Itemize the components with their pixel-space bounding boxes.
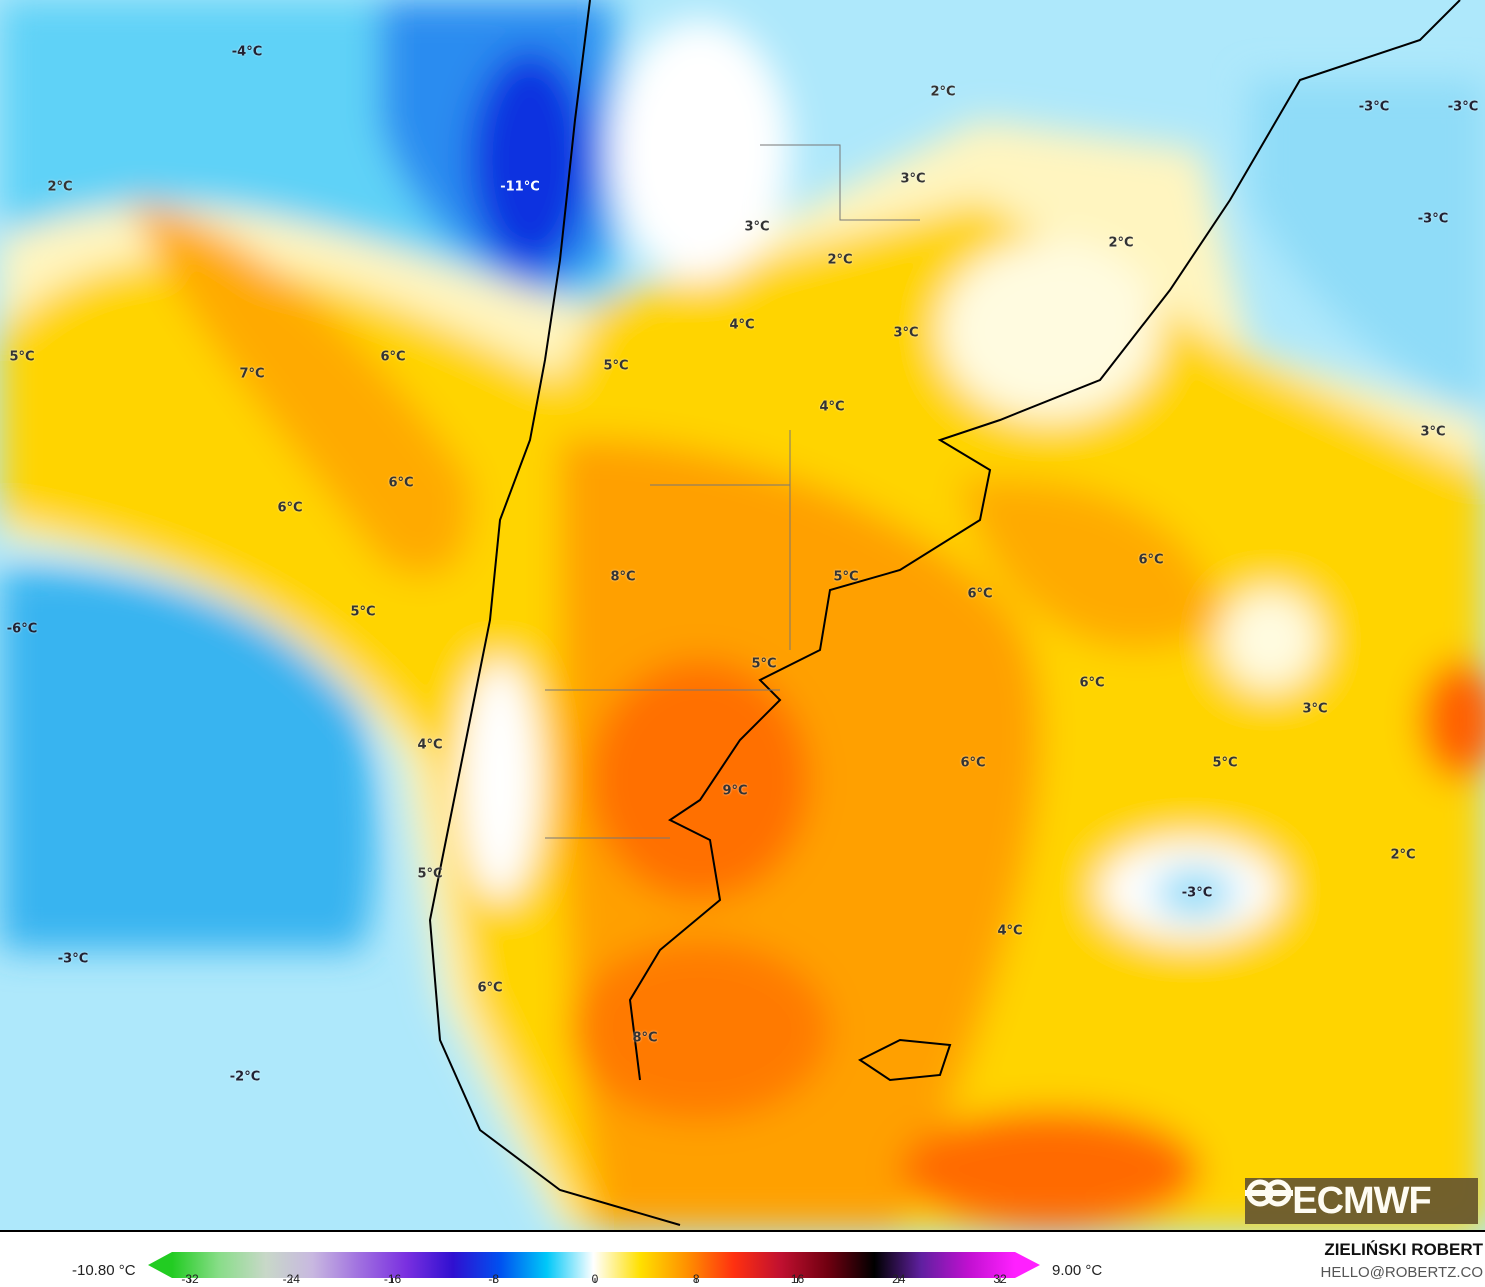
temperature-label: -3°C	[1181, 885, 1213, 901]
colorbar-gradient	[172, 1252, 1015, 1278]
temperature-label: 5°C	[751, 656, 777, 672]
temperature-label: -3°C	[1447, 99, 1479, 115]
colorbar-tick-label: 0	[591, 1272, 599, 1286]
temperature-label: 2°C	[827, 252, 853, 268]
temperature-label: 5°C	[833, 569, 859, 585]
temperature-map: -4°C 2°C -3°C -3°C 2°C -11°C 3°C -3°C 3°…	[0, 0, 1485, 1232]
temperature-label: 3°C	[893, 325, 919, 341]
colorbar-max-arrow	[1015, 1252, 1040, 1278]
author-email: HELLO@ROBERTZ.CO	[1320, 1264, 1483, 1281]
temperature-label: 3°C	[744, 219, 770, 235]
temperature-label: 6°C	[1138, 552, 1164, 568]
temperature-label: 2°C	[1390, 847, 1416, 863]
logo-text: ECMWF	[1292, 1179, 1432, 1222]
ecmwf-logo: ECMWF	[1245, 1178, 1478, 1224]
temperature-label: 4°C	[997, 923, 1023, 939]
temperature-label: 2°C	[930, 84, 956, 100]
colorbar-tick-label: 8	[692, 1272, 700, 1286]
temperature-label: 2°C	[47, 179, 73, 195]
temperature-label: -6°C	[6, 621, 38, 637]
temperature-label: 6°C	[1079, 675, 1105, 691]
temperature-label: -3°C	[1417, 211, 1449, 227]
temperature-label: 8°C	[632, 1030, 658, 1046]
temperature-label: 6°C	[277, 500, 303, 516]
colorbar-tick-label: 24	[892, 1272, 906, 1286]
temperature-label: 6°C	[477, 980, 503, 996]
colorbar-min-label: -10.80 °C	[72, 1262, 136, 1279]
colorbar-tick-label: -8	[488, 1272, 500, 1286]
temperature-label: 3°C	[900, 171, 926, 187]
temperature-label: 4°C	[819, 399, 845, 415]
temperature-label: 4°C	[417, 737, 443, 753]
colorbar-tick-label: 16	[790, 1272, 805, 1286]
temperature-label: -11°C	[500, 179, 540, 195]
temperature-label: 5°C	[417, 866, 443, 882]
temperature-label: 6°C	[388, 475, 414, 491]
author-credit: ZIELIŃSKI ROBERT	[1324, 1240, 1483, 1259]
colorbar-tick-label: 32	[993, 1272, 1007, 1286]
temperature-label: -3°C	[57, 951, 89, 967]
ecmwf-emblem-icon	[1245, 1179, 1293, 1207]
colorbar-min-arrow	[148, 1252, 172, 1278]
colorbar-tick-label: -32	[181, 1272, 199, 1286]
temperature-label: 4°C	[729, 317, 755, 333]
temperature-label: 5°C	[350, 604, 376, 620]
temperature-label: 6°C	[960, 755, 986, 771]
temperature-label: 7°C	[239, 366, 265, 382]
colorbar-max-label: 9.00 °C	[1052, 1262, 1103, 1279]
temperature-label: 3°C	[1420, 424, 1446, 440]
colorbar-tick-label: -16	[383, 1272, 402, 1286]
temperature-label: 9°C	[722, 783, 748, 799]
temperature-label: -3°C	[1358, 99, 1390, 115]
temperature-label: 6°C	[380, 349, 406, 365]
temperature-label: 8°C	[610, 569, 636, 585]
temperature-label: 2°C	[1108, 235, 1134, 251]
colorbar-tick-label: -24	[282, 1272, 300, 1286]
temperature-label: 3°C	[1302, 701, 1328, 717]
temperature-field	[0, 0, 1485, 1230]
temperature-label: 5°C	[1212, 755, 1238, 771]
temperature-label: 5°C	[9, 349, 35, 365]
temperature-label: 5°C	[603, 358, 629, 374]
temperature-label: -2°C	[229, 1069, 261, 1085]
temperature-label: -4°C	[231, 44, 263, 60]
coastline	[428, 0, 1461, 1226]
temperature-label: 6°C	[967, 586, 993, 602]
colorbar	[148, 1252, 1040, 1283]
